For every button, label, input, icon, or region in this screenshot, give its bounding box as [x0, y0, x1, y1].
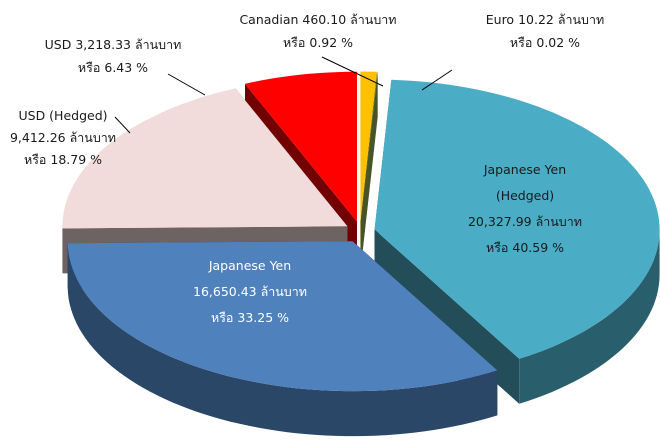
leader-line [114, 116, 131, 134]
data-label: USD 3,218.33 ล้านบาทหรือ 6.43 % [45, 33, 182, 79]
category-label: Japanese Yen [208, 258, 292, 273]
value-label: หรือ 0.92 % [282, 35, 354, 50]
category-label: USD [44, 37, 72, 52]
value-label: หรือ 33.25 % [210, 310, 290, 325]
category-label: Japanese Yen (Hedged) [483, 162, 567, 203]
amount-label: 9,412.26 ล้านบาท [9, 130, 117, 145]
value-label: หรือ 18.79 % [23, 152, 103, 167]
leader-line [421, 69, 453, 91]
amount-label: 460.10 ล้านบาท [302, 12, 397, 27]
slice [62, 88, 348, 229]
data-label: Japanese Yen (Hedged) 20,327.99 ล้านบาทหร… [465, 157, 585, 261]
category-label: Canadian [239, 12, 299, 27]
slice-side [67, 243, 498, 437]
category-label: USD (Hedged) [18, 108, 108, 123]
amount-label: 16,650.43 ล้านบาท [192, 284, 308, 299]
data-label: Japanese Yen 16,650.43 ล้านบาทหรือ 33.25 … [193, 253, 307, 331]
amount-label: 20,327.99 ล้านบาท [467, 214, 582, 229]
data-label: Canadian 460.10 ล้านบาทหรือ 0.92 % [239, 8, 396, 54]
slice [374, 79, 660, 359]
leader-line [321, 56, 384, 87]
slice [67, 241, 498, 392]
slice [360, 71, 377, 222]
slice [360, 71, 378, 222]
category-label: Euro [485, 12, 515, 27]
value-label: หรือ 6.43 % [77, 60, 149, 75]
data-label: USD (Hedged) 9,412.26 ล้านบาทหรือ 18.79 % [10, 105, 116, 171]
value-label: หรือ 40.59 % [485, 240, 565, 255]
slice [245, 71, 357, 222]
slice-side [519, 229, 660, 404]
amount-label: 3,218.33 ล้านบาท [75, 37, 182, 52]
data-label: Euro 10.22 ล้านบาทหรือ 0.02 % [486, 8, 605, 54]
amount-label: 10.22 ล้านบาท [518, 12, 605, 27]
value-label: หรือ 0.02 % [509, 35, 581, 50]
leader-line [167, 73, 206, 96]
slice-wall [360, 71, 378, 267]
